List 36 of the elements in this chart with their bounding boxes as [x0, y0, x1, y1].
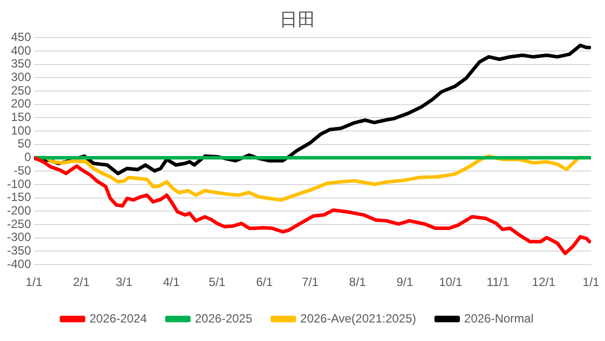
y-tick-label: -50 [14, 163, 32, 178]
legend-label: 2026-2025 [194, 311, 253, 326]
x-tick-label: 12/1 [532, 275, 556, 290]
x-tick-label: 11/1 [486, 275, 510, 290]
y-tick-label: 450 [10, 30, 32, 44]
y-tick-label: -250 [6, 216, 32, 231]
x-tick-label: 1/1 [582, 275, 600, 290]
y-tick-label: 200 [10, 96, 32, 111]
x-tick-label: 4/1 [163, 275, 180, 290]
y-tick-label: -200 [6, 204, 32, 218]
legend-label: 2026-Normal [464, 311, 534, 326]
y-tick-label: 300 [10, 70, 32, 84]
x-tick-label: 8/1 [349, 275, 366, 290]
y-tick-label: 150 [10, 110, 32, 124]
y-tick-label: 100 [10, 123, 32, 138]
x-tick-label: 9/1 [396, 275, 414, 290]
y-tick-label: 50 [18, 136, 32, 151]
x-tick-label: 1/1 [26, 275, 43, 290]
y-tick-label: -400 [6, 256, 32, 271]
y-tick-label: 0 [24, 150, 32, 164]
legend-label: 2026-2024 [89, 311, 148, 326]
x-tick-label: 6/1 [256, 275, 274, 290]
chart-title: 日田 [280, 9, 316, 30]
x-tick-label: 7/1 [302, 275, 319, 290]
legend-label: 2026-Ave(2021:2025) [300, 311, 416, 326]
y-tick-label: 400 [10, 43, 32, 58]
x-tick-label: 3/1 [116, 275, 133, 290]
y-tick-label: 250 [10, 83, 32, 98]
y-tick-label: -300 [6, 230, 32, 244]
y-tick-label: -100 [6, 176, 32, 191]
x-tick-label: 5/1 [208, 275, 226, 290]
y-tick-label: 350 [10, 56, 32, 71]
y-tick-label: -350 [6, 244, 32, 258]
x-tick-label: 2/1 [72, 275, 90, 290]
x-tick-label: 10/1 [438, 275, 463, 290]
y-tick-label: -150 [6, 190, 32, 204]
